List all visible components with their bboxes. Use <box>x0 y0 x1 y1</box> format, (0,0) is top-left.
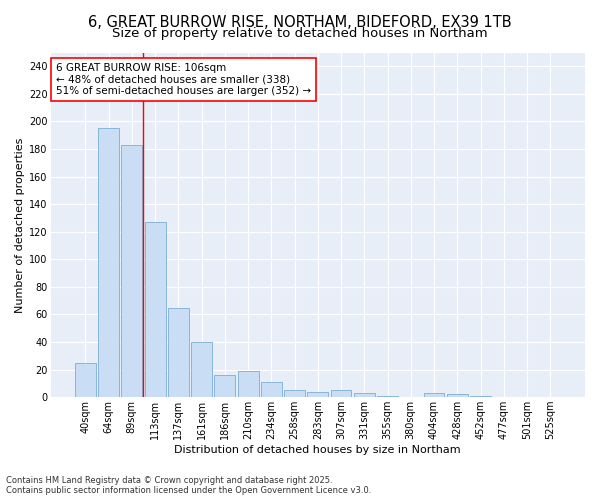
Bar <box>284 390 305 397</box>
Bar <box>238 371 259 397</box>
Y-axis label: Number of detached properties: Number of detached properties <box>15 137 25 312</box>
Bar <box>354 393 375 397</box>
Bar <box>331 390 352 397</box>
Bar <box>470 396 491 397</box>
Bar <box>168 308 189 397</box>
Text: 6 GREAT BURROW RISE: 106sqm
← 48% of detached houses are smaller (338)
51% of se: 6 GREAT BURROW RISE: 106sqm ← 48% of det… <box>56 63 311 96</box>
Bar <box>191 342 212 397</box>
Bar <box>424 393 445 397</box>
Bar <box>75 362 96 397</box>
Bar <box>214 375 235 397</box>
Bar <box>447 394 468 397</box>
Text: 6, GREAT BURROW RISE, NORTHAM, BIDEFORD, EX39 1TB: 6, GREAT BURROW RISE, NORTHAM, BIDEFORD,… <box>88 15 512 30</box>
Bar <box>261 382 282 397</box>
Bar <box>307 392 328 397</box>
Text: Contains HM Land Registry data © Crown copyright and database right 2025.
Contai: Contains HM Land Registry data © Crown c… <box>6 476 371 495</box>
Bar <box>121 145 142 397</box>
Text: Size of property relative to detached houses in Northam: Size of property relative to detached ho… <box>112 28 488 40</box>
Bar <box>377 396 398 397</box>
Bar <box>98 128 119 397</box>
Bar <box>145 222 166 397</box>
X-axis label: Distribution of detached houses by size in Northam: Distribution of detached houses by size … <box>175 445 461 455</box>
